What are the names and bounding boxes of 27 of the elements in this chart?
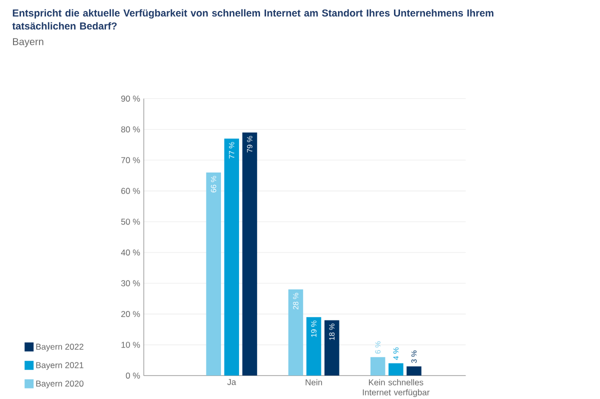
- bar: [370, 357, 386, 376]
- y-tick-label: 70 %: [121, 157, 140, 164]
- bar: [406, 366, 422, 376]
- legend-label: Bayern 2020: [36, 380, 84, 388]
- bar: [224, 138, 240, 376]
- y-tick-label: 60 %: [121, 188, 140, 194]
- x-tick-label: Ja: [227, 379, 236, 386]
- bar: [242, 132, 258, 376]
- x-tick-label: Kein schnelles Internet verfügbar: [362, 379, 430, 398]
- legend-label: Bayern 2021: [36, 362, 84, 370]
- legend-label: Bayern 2022: [36, 344, 84, 352]
- bar: [288, 289, 304, 376]
- bar: [324, 320, 340, 376]
- x-tick-label: Nein: [306, 379, 322, 386]
- y-tick-label: 10 %: [121, 342, 140, 348]
- text: Bayern: [13, 38, 44, 48]
- y-tick-label: 80 %: [121, 126, 140, 132]
- y-tick-label: 30 %: [121, 280, 140, 286]
- bar: [388, 363, 404, 376]
- y-tick-label: 0 %: [126, 372, 140, 379]
- y-tick-label: 50 %: [121, 218, 140, 225]
- bar: [206, 172, 221, 376]
- y-tick-label: 20 %: [121, 311, 140, 318]
- y-tick-label: 40 %: [121, 249, 140, 256]
- bar: [306, 317, 322, 376]
- y-tick-label: 90 %: [121, 96, 140, 102]
- chart-title: Entspricht die aktuelle Verfügbarkeit von schnellem Internet am Standort Ihres Unternehmens Ihrem tatsächlichen Bedarf?: [12, 9, 494, 30]
